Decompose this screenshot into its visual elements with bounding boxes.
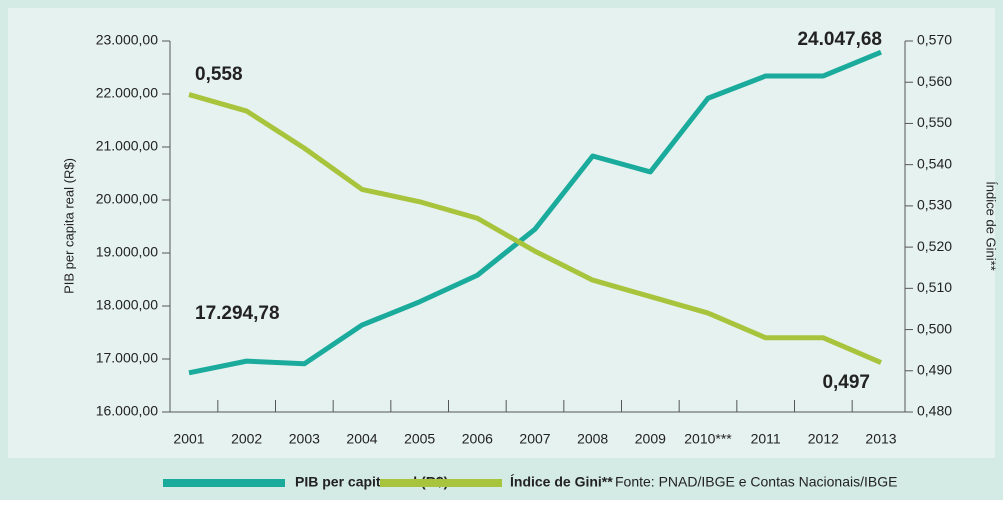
y2-tick-label: 0,570 bbox=[917, 32, 952, 48]
x-tick-label: 2002 bbox=[231, 431, 262, 447]
x-tick-label: 2005 bbox=[404, 431, 435, 447]
x-tick-label: 2006 bbox=[462, 431, 493, 447]
x-tick-label: 2013 bbox=[865, 431, 896, 447]
x-tick-label: 2008 bbox=[577, 431, 608, 447]
source: Fonte: PNAD/IBGE e Contas Nacionais/IBGE bbox=[615, 474, 897, 490]
x-tick-label: 2007 bbox=[519, 431, 550, 447]
x-tick-label: 2012 bbox=[808, 431, 839, 447]
y-tick-label: 21.000,00 bbox=[96, 138, 158, 154]
annotation: 0,558 bbox=[195, 64, 243, 85]
y-axis-title: PIB per capita real (R$) bbox=[61, 158, 76, 294]
x-tick-label: 2004 bbox=[346, 431, 377, 447]
y-tick-label: 17.000,00 bbox=[96, 350, 158, 366]
y2-tick-label: 0,500 bbox=[917, 320, 952, 336]
y2-axis-title: Índice de Gini** bbox=[984, 181, 999, 271]
legend-label: Índice de Gini** bbox=[510, 474, 613, 490]
y2-tick-label: 0,510 bbox=[917, 279, 952, 295]
annotation: 0,497 bbox=[822, 372, 870, 393]
legend-swatch bbox=[380, 479, 502, 487]
y-tick-label: 20.000,00 bbox=[96, 191, 158, 207]
y2-tick-label: 0,530 bbox=[917, 197, 952, 213]
y-tick-label: 23.000,00 bbox=[96, 32, 158, 48]
annotation: 17.294,78 bbox=[195, 303, 280, 324]
legend-swatch bbox=[163, 479, 285, 487]
y2-tick-label: 0,550 bbox=[917, 114, 952, 130]
annotation: 24.047,68 bbox=[797, 29, 882, 50]
y2-tick-label: 0,560 bbox=[917, 73, 952, 89]
y-tick-label: 22.000,00 bbox=[96, 85, 158, 101]
y-tick-label: 19.000,00 bbox=[96, 244, 158, 260]
y2-tick-label: 0,480 bbox=[917, 403, 952, 419]
y-tick-label: 16.000,00 bbox=[96, 403, 158, 419]
y-tick-label: 18.000,00 bbox=[96, 297, 158, 313]
x-tick-label: 2010*** bbox=[684, 431, 732, 447]
series-line bbox=[188, 49, 882, 376]
x-tick-label: 2009 bbox=[635, 431, 666, 447]
x-tick-label: 2001 bbox=[173, 431, 204, 447]
y2-tick-label: 0,490 bbox=[917, 361, 952, 377]
x-tick-label: 2011 bbox=[751, 431, 781, 447]
y2-tick-label: 0,520 bbox=[917, 238, 952, 254]
y2-tick-label: 0,540 bbox=[917, 155, 952, 171]
x-tick-label: 2003 bbox=[289, 431, 320, 447]
series-line bbox=[188, 92, 882, 365]
